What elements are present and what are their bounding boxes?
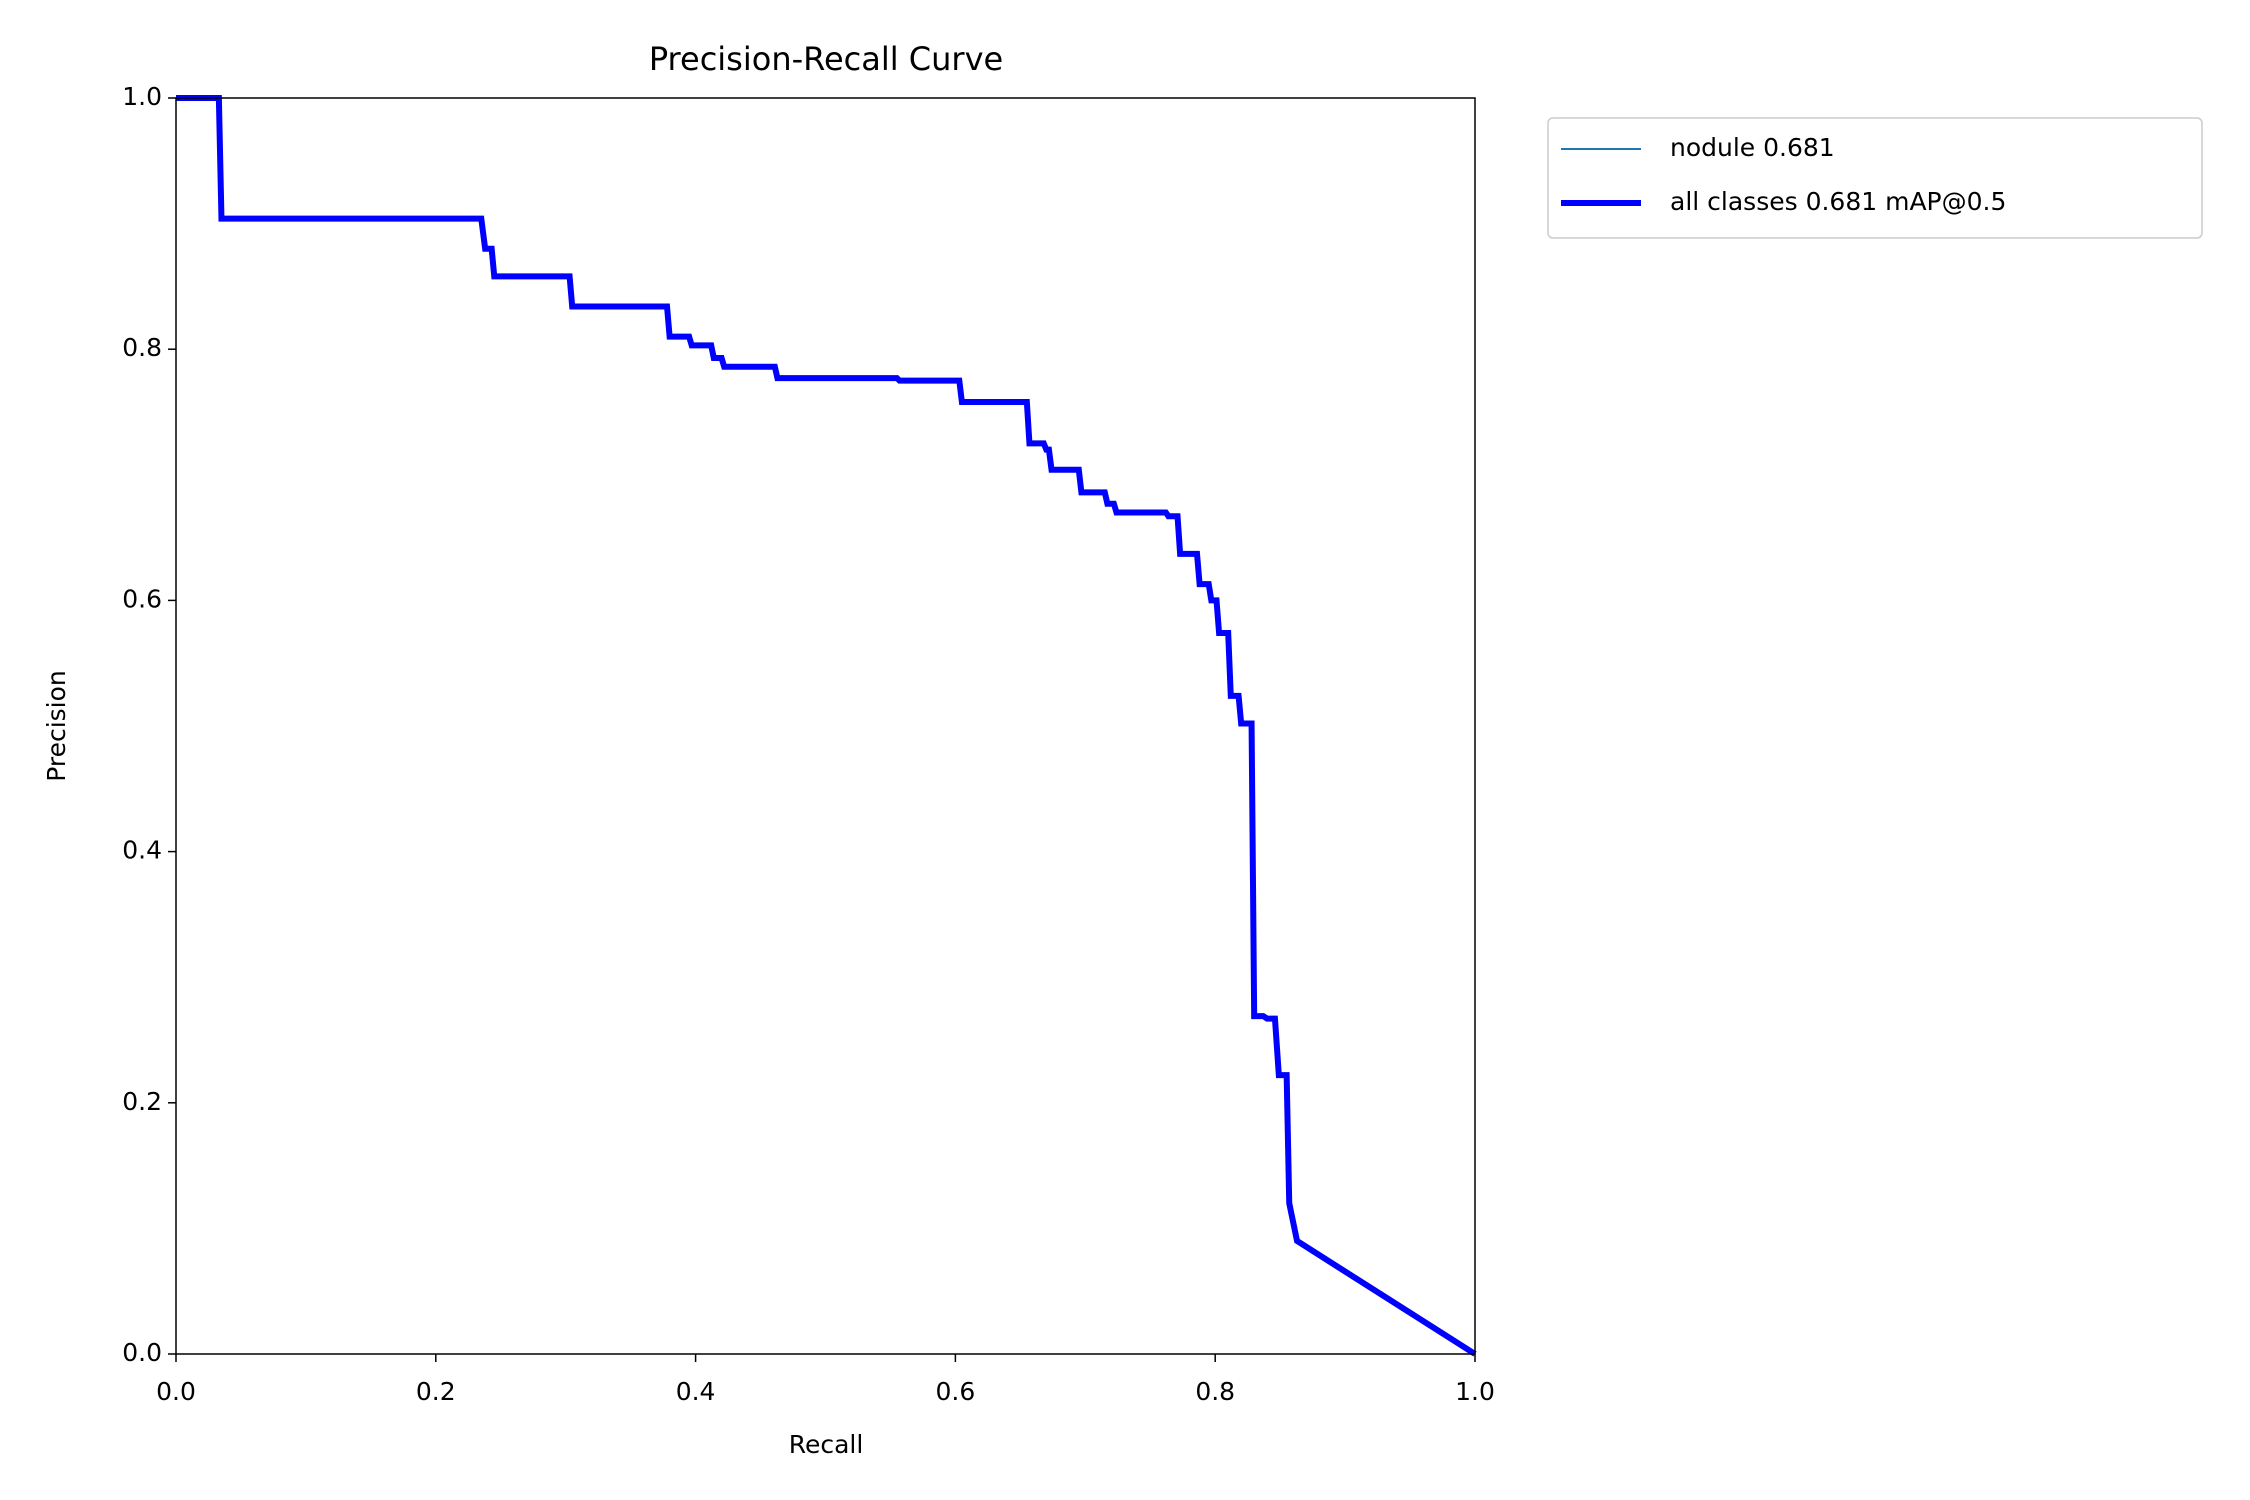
plot-frame	[175, 97, 1476, 1355]
y-axis-label: Precision	[42, 670, 71, 782]
chart-title: Precision-Recall Curve	[649, 40, 1003, 78]
legend-box	[1547, 117, 2203, 239]
x-tick-label: 0.0	[156, 1377, 196, 1406]
legend-label: nodule 0.681	[1670, 133, 1835, 162]
y-tick-label: 0.4	[122, 836, 162, 865]
legend-label: all classes 0.681 mAP@0.5	[1670, 187, 2006, 216]
x-tick-label: 1.0	[1455, 1377, 1495, 1406]
x-tick-label: 0.2	[416, 1377, 456, 1406]
y-tick-label: 1.0	[122, 82, 162, 111]
series-line	[176, 97, 1476, 1355]
x-tick-label: 0.6	[936, 1377, 976, 1406]
y-tick-label: 0.8	[122, 333, 162, 362]
y-tick-label: 0.6	[122, 584, 162, 613]
x-tick-label: 0.4	[676, 1377, 716, 1406]
x-tick-label: 0.8	[1195, 1377, 1235, 1406]
y-tick-label: 0.2	[122, 1087, 162, 1116]
y-tick-label: 0.0	[122, 1338, 162, 1367]
x-axis-label: Recall	[789, 1430, 864, 1459]
series-line	[176, 95, 1477, 1357]
